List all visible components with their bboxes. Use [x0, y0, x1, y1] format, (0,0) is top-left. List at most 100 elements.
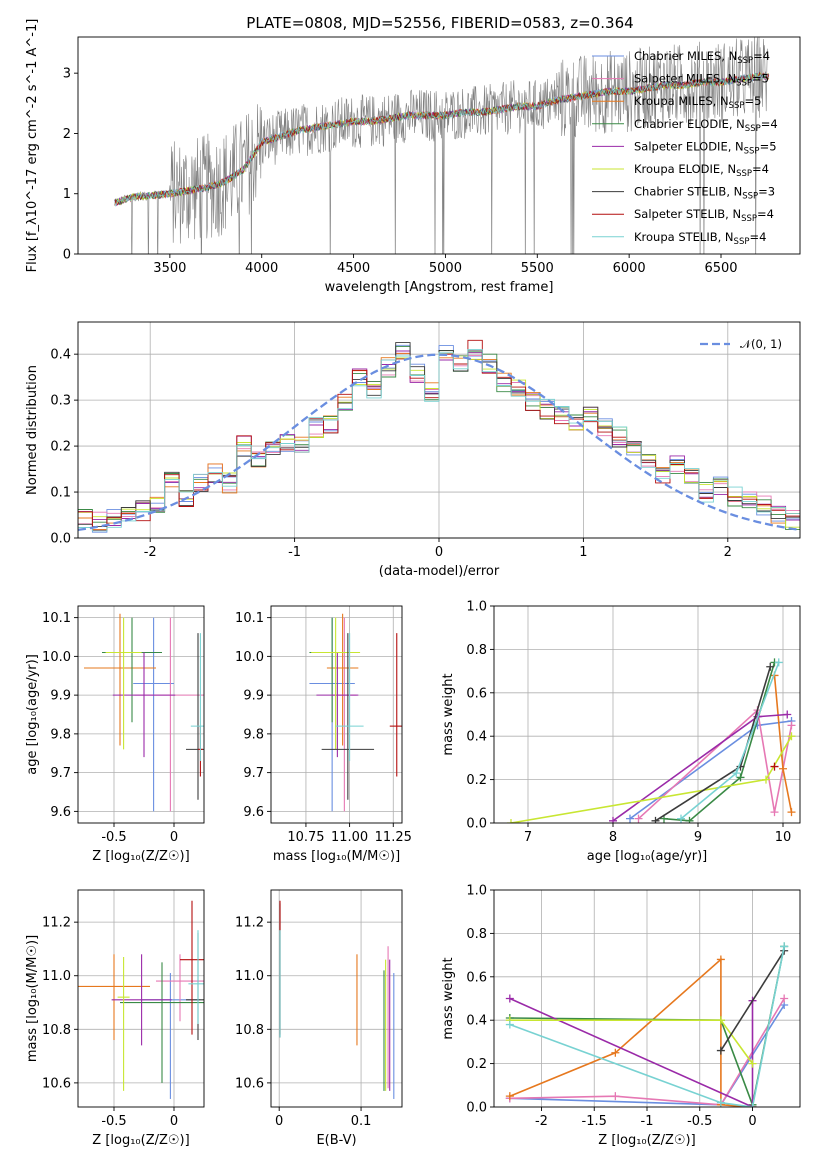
mass-weight-vs-age-xtick-label: 9: [694, 830, 702, 845]
legend-label: Salpeter MILES, NSSP=5: [634, 72, 769, 89]
age-vs-Z-ytick-label: 9.7: [50, 766, 71, 781]
mass-weight-vs-Z-plot-area: [505, 942, 789, 1107]
mass-vs-Z-xtick-label: 0: [170, 1114, 178, 1129]
mass-weight-vs-age-xtick-label: 10: [775, 830, 792, 845]
residuals-ytick-label: 0.1: [50, 486, 71, 501]
age-vs-Z-xlabel: Z [log₁₀(Z/Z☉)]: [92, 849, 189, 864]
panel-mass-vs-ebv: 0 0.1 10.6 10.8 11.0 11.2 E(B-V): [235, 889, 403, 1148]
weight-marker: [634, 814, 643, 823]
mass-vs-ebv-ytick-label: 11.0: [235, 969, 264, 984]
mass-vs-ebv-plot-area: [279, 900, 395, 1099]
residuals-xtick-label: -1: [288, 545, 301, 560]
weight-marker: [716, 1046, 725, 1055]
residuals-ytick-label: 0.2: [50, 440, 71, 455]
age-vs-Z-ytick-label: 10.0: [42, 650, 71, 665]
weight-marker: [716, 1016, 725, 1025]
residuals-ytick-label: 0.0: [50, 532, 71, 547]
mass-vs-ebv-ytick-label: 10.8: [235, 1023, 264, 1038]
spectrum-plot-area: [114, 37, 770, 254]
weight-marker: [685, 816, 694, 823]
weight-marker: [611, 1092, 620, 1101]
mass-weight-vs-Z-xtick-label: -1.5: [582, 1114, 607, 1129]
residuals-ytick-label: 0.4: [50, 348, 71, 363]
residuals-ylabel: Normed distribution: [25, 365, 40, 495]
panel-residuals: 𝒩(0, 1) -2 -1 0 1 2 0.0 0.1 0.2 0.3 0.4 (data-model…: [25, 321, 801, 579]
mass-vs-Z-ytick-label: 10.8: [42, 1023, 71, 1038]
age-vs-Z-ytick-label: 10.1: [42, 611, 71, 626]
spectrum-ytick-label: 3: [63, 67, 71, 82]
spectrum-legend: Chabrier MILES, NSSP=4 Salpeter MILES, NS…: [592, 49, 778, 247]
legend-label: Chabrier ELODIE, NSSP=4: [634, 117, 778, 134]
spectrum-xtick-label: 3500: [153, 261, 186, 276]
weight-marker: [505, 1092, 514, 1101]
panel-mass-weight-vs-age: 7 8 9 10 0.0 0.2 0.4 0.6 0.8 1.0 age [log₁₀(age/yr…: [441, 600, 801, 864]
weight-marker: [779, 764, 787, 773]
mass-vs-Z-xtick-label: -0.5: [101, 1114, 126, 1129]
mass-weight-vs-age-ytick-label: 0.4: [466, 730, 487, 745]
panels: Chabrier MILES, NSSP=4 Salpeter MILES, NS…: [25, 19, 801, 1148]
weight-marker: [787, 732, 796, 741]
spectrum-xtick-label: 4500: [337, 261, 370, 276]
panel-age-vs-mass: 10.75 11.00 11.25 9.6 9.7 9.8 9.9 10.0 10.1 mass …: [235, 605, 412, 864]
weight-marker: [507, 819, 515, 823]
mass-vs-Z-ytick-label: 11.2: [42, 916, 71, 931]
mass-weight-vs-Z-ytick-label: 0.8: [466, 927, 487, 942]
mass-weight-vs-Z-ytick-label: 0.2: [466, 1057, 487, 1072]
mass-vs-Z-ytick-label: 10.6: [42, 1076, 71, 1091]
weight-line-6: [720, 950, 785, 1052]
spectrum-xtick-label: 5500: [521, 261, 554, 276]
mass-vs-ebv-xtick-label: 0.1: [351, 1114, 372, 1129]
mass-weight-vs-age-xtick-label: 8: [609, 830, 617, 845]
residuals-xtick-label: -2: [144, 545, 157, 560]
mass-weight-vs-age-frame: [493, 605, 801, 824]
weight-marker: [505, 994, 514, 1003]
mass-weight-vs-Z-xlabel: Z [log₁₀(Z/Z☉)]: [598, 1133, 695, 1148]
spectrum-ytick-label: 1: [63, 187, 71, 202]
age-vs-Z-ytick-label: 9.9: [50, 689, 71, 704]
residuals-xtick-label: 1: [579, 545, 587, 560]
residuals-legend: 𝒩(0, 1): [700, 337, 782, 351]
weight-line-1: [637, 708, 793, 820]
age-vs-mass-xlabel: mass [log₁₀(M/M☉)]: [273, 849, 400, 864]
legend-label: Chabrier STELIB, NSSP=3: [634, 185, 775, 202]
age-vs-mass-xtick-label: 11.00: [331, 830, 368, 845]
weight-marker: [732, 769, 741, 778]
mass-weight-vs-age-xlabel: age [log₁₀(age/yr)]: [587, 849, 708, 864]
weight-marker: [770, 808, 779, 817]
age-vs-Z-ytick-label: 9.6: [50, 805, 71, 820]
weight-line-3: [663, 662, 776, 822]
spectrum-xtick-label: 6000: [613, 261, 646, 276]
weight-line-6: [655, 666, 772, 822]
model-fit-line-8: [114, 71, 770, 208]
weight-line-8: [509, 946, 785, 1107]
age-vs-Z-ytick-label: 9.8: [50, 727, 71, 742]
residuals-plot-area: [78, 339, 800, 538]
mass-vs-ebv-frame: [270, 889, 403, 1108]
mass-vs-Z-ytick-label: 11.0: [42, 969, 71, 984]
mass-weight-vs-Z-xtick-label: -1: [641, 1114, 654, 1129]
mass-weight-vs-Z-xtick-label: -0.5: [687, 1114, 712, 1129]
age-vs-mass-ytick-label: 9.6: [243, 805, 264, 820]
weight-marker: [762, 775, 770, 784]
weight-marker: [748, 1059, 757, 1068]
age-vs-Z-ylabel: age [log₁₀(age/yr)]: [25, 654, 40, 775]
legend-label: Kroupa MILES, NSSP=5: [634, 94, 761, 111]
normal-curve-line: [78, 353, 800, 532]
weight-marker: [783, 710, 792, 719]
weight-marker: [651, 816, 660, 823]
weight-marker: [748, 1103, 757, 1107]
mass-weight-vs-Z-ytick-label: 1.0: [466, 884, 487, 899]
weight-marker: [770, 762, 779, 771]
weight-marker: [609, 816, 617, 823]
age-vs-Z-xtick-label: 0: [170, 830, 178, 845]
legend-label: Kroupa STELIB, NSSP=4: [634, 230, 766, 247]
age-vs-mass-ytick-label: 9.9: [243, 689, 264, 704]
age-vs-mass-plot-area: [309, 613, 402, 812]
mass-vs-Z-xlabel: Z [log₁₀(Z/Z☉)]: [92, 1133, 189, 1148]
mass-vs-Z-plot-area: [78, 900, 204, 1099]
figure-title: PLATE=0808, MJD=52556, FIBERID=0583, z=0…: [246, 14, 633, 32]
mass-weight-vs-age-ytick-label: 0.6: [466, 686, 487, 701]
age-vs-mass-xtick-label: 10.75: [287, 830, 324, 845]
weight-marker: [611, 1048, 620, 1057]
legend-label: Kroupa ELODIE, NSSP=4: [634, 162, 769, 179]
